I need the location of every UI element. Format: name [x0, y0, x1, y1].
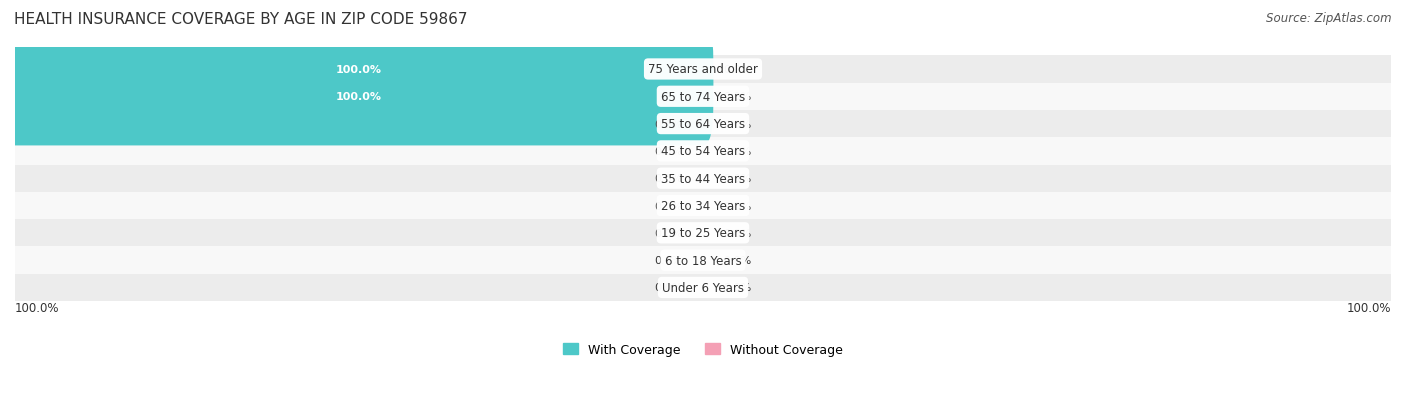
Text: 0.0%: 0.0% [654, 119, 682, 129]
Text: 0.0%: 0.0% [724, 174, 752, 184]
Text: 0.0%: 0.0% [724, 256, 752, 266]
Bar [15, 138, 1391, 165]
Text: 55 to 64 Years: 55 to 64 Years [661, 118, 745, 131]
Text: 0.0%: 0.0% [724, 283, 752, 293]
Text: 75 Years and older: 75 Years and older [648, 63, 758, 76]
Text: 65 to 74 Years: 65 to 74 Years [661, 90, 745, 104]
Text: 0.0%: 0.0% [654, 228, 682, 238]
Text: 0.0%: 0.0% [724, 228, 752, 238]
Bar [15, 83, 1391, 111]
Text: 0.0%: 0.0% [724, 201, 752, 211]
Text: 35 to 44 Years: 35 to 44 Years [661, 172, 745, 185]
FancyBboxPatch shape [4, 48, 713, 146]
Bar [15, 165, 1391, 192]
Text: 0.0%: 0.0% [654, 174, 682, 184]
Text: 0.0%: 0.0% [724, 147, 752, 157]
Text: HEALTH INSURANCE COVERAGE BY AGE IN ZIP CODE 59867: HEALTH INSURANCE COVERAGE BY AGE IN ZIP … [14, 12, 468, 27]
Text: 0.0%: 0.0% [724, 119, 752, 129]
Bar [15, 192, 1391, 220]
Text: 0.0%: 0.0% [724, 65, 752, 75]
Text: 45 to 54 Years: 45 to 54 Years [661, 145, 745, 158]
Text: 100.0%: 100.0% [15, 301, 59, 315]
Bar [15, 220, 1391, 247]
Text: 100.0%: 100.0% [336, 65, 382, 75]
Text: 26 to 34 Years: 26 to 34 Years [661, 199, 745, 213]
Bar [15, 111, 1391, 138]
Text: 0.0%: 0.0% [654, 256, 682, 266]
Text: 0.0%: 0.0% [724, 92, 752, 102]
Bar [15, 274, 1391, 301]
FancyBboxPatch shape [4, 21, 713, 119]
Text: 100.0%: 100.0% [336, 92, 382, 102]
Text: 0.0%: 0.0% [654, 147, 682, 157]
Bar [15, 247, 1391, 274]
Text: 6 to 18 Years: 6 to 18 Years [665, 254, 741, 267]
Legend: With Coverage, Without Coverage: With Coverage, Without Coverage [558, 338, 848, 361]
Text: 19 to 25 Years: 19 to 25 Years [661, 227, 745, 240]
Text: Under 6 Years: Under 6 Years [662, 281, 744, 294]
Text: 100.0%: 100.0% [1347, 301, 1391, 315]
Text: 0.0%: 0.0% [654, 201, 682, 211]
Text: 0.0%: 0.0% [654, 283, 682, 293]
Text: Source: ZipAtlas.com: Source: ZipAtlas.com [1267, 12, 1392, 25]
Bar [15, 56, 1391, 83]
